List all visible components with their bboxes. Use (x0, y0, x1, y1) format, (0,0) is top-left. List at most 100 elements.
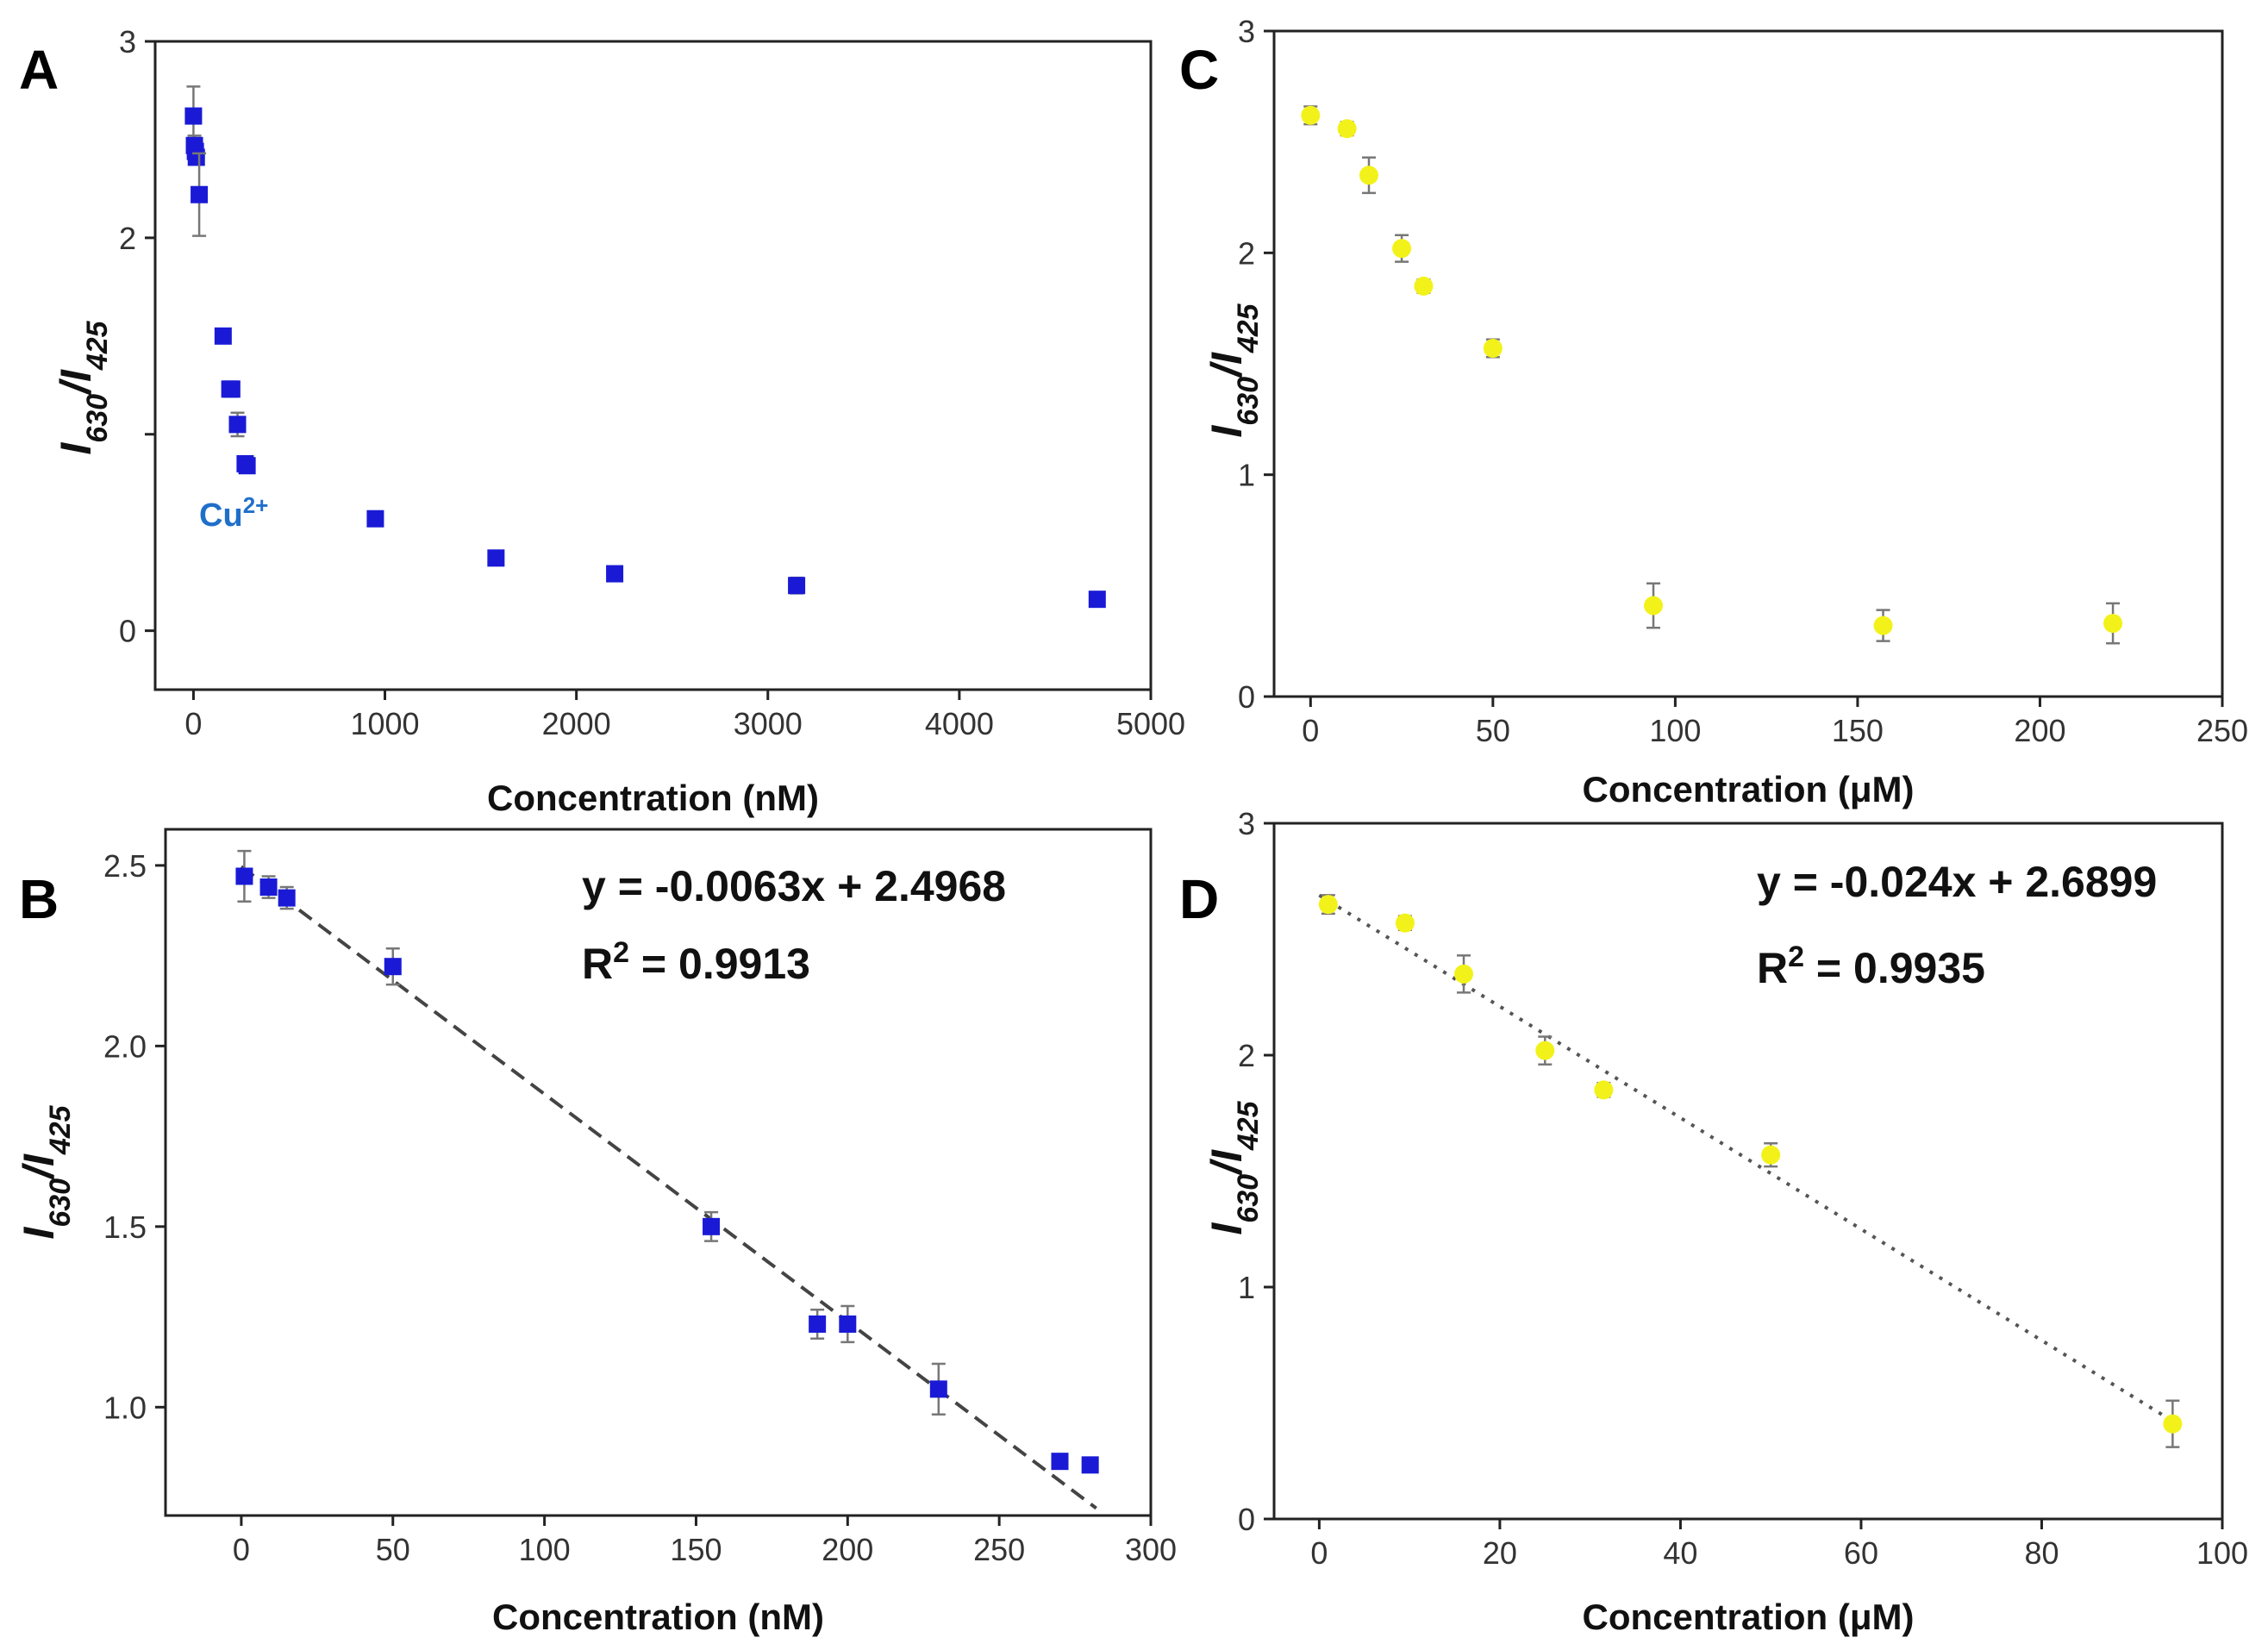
panel-letter-c: C (1179, 39, 1219, 101)
panel-d-fit-equation: y = -0.024x + 2.6899 (1757, 858, 2157, 906)
panel-a-data-point (228, 416, 247, 434)
panel-d-data-point (1318, 895, 1338, 915)
panel-a-data-point (214, 327, 232, 345)
panel-d-x-tick-label: 40 (1663, 1535, 1697, 1571)
panel-b-data-point (809, 1315, 827, 1333)
panel-letter-a: A (19, 39, 59, 101)
panel-d: D 0 20 40 60 80 100 0 1 2 3 Concentration (μM) I630… (1179, 806, 2248, 1637)
panel-d-x-tick-label: 100 (2196, 1535, 2248, 1571)
panel-a-y-title-sub2: 425 (81, 320, 114, 371)
panel-c-data-point (1392, 239, 1412, 259)
panel-b-fit-equation: y = -0.0063x + 2.4968 (582, 862, 1006, 910)
panel-b-y-tick-label: 2.0 (103, 1028, 147, 1064)
panel-d-data-point (1395, 913, 1415, 933)
panel-d-x-tick-label: 0 (1310, 1535, 1328, 1571)
panel-b-y-tick-label: 1.0 (103, 1390, 147, 1425)
panel-b-x-axis-title: Concentration (nM) (492, 1597, 824, 1637)
panel-d-data-point (1761, 1145, 1781, 1165)
panel-c-y-axis-title: I630/I425 (1203, 303, 1265, 437)
panel-a-x-tick-label: 2000 (542, 706, 611, 741)
panel-a-y-title-slash: /I (52, 369, 100, 396)
panel-c-x-tick-label: 100 (1649, 713, 1701, 748)
panel-a-data-point (606, 565, 624, 583)
panel-c-y-title-sub2: 425 (1232, 303, 1265, 353)
panel-d-x-tick-label: 60 (1844, 1535, 1878, 1571)
panel-c-x-tick-label: 50 (1476, 713, 1510, 748)
panel-b-r-squared: R2 = 0.9913 (582, 936, 810, 988)
panel-d-x-tick-label: 80 (2024, 1535, 2059, 1571)
panel-a-y-tick-label: 0 (119, 614, 136, 649)
panel-c-data-point (1414, 276, 1434, 296)
panel-d-y-title-slash: /I (1203, 1149, 1251, 1176)
panel-b-y-title-slash: /I (15, 1153, 63, 1180)
panel-d-data-point (1535, 1041, 1555, 1060)
panel-c: C 0 50 100 150 200 250 0 1 2 3 Concentration (μM) I… (1179, 14, 2248, 809)
panel-b-data-point (1051, 1453, 1069, 1471)
panel-a-annotation-cu: Cu2+ (199, 492, 268, 534)
panel-c-x-tick-label: 150 (1832, 713, 1884, 748)
panel-b-data-point (278, 889, 296, 907)
panel-c-x-tick-label: 0 (1302, 713, 1319, 748)
panel-b-data-point (929, 1380, 947, 1398)
panel-b-y-title-sub1: 630 (44, 1178, 77, 1228)
panel-a-x-tick-label: 4000 (925, 706, 994, 741)
panel-a-x-axis-title: Concentration (nM) (487, 778, 819, 818)
panel-c-y-title-sub1: 630 (1232, 377, 1265, 426)
panel-b-x-tick-label: 300 (1125, 1532, 1177, 1567)
panel-a-y-tick-label: 2 (119, 221, 136, 256)
panel-a-y-title-sub1: 630 (81, 394, 114, 443)
panel-d-y-title-sub1: 630 (1232, 1174, 1265, 1223)
panel-b-y-tick-label: 1.5 (103, 1209, 147, 1245)
panel-b-data-point (384, 958, 402, 976)
panel-c-y-tick-label: 2 (1238, 235, 1255, 271)
panel-b-x-tick-label: 100 (519, 1532, 571, 1567)
panel-d-r2-value: = 0.9935 (1804, 944, 1985, 992)
panel-a-x-tick-label: 0 (184, 706, 202, 741)
panel-a-data-point (184, 107, 203, 125)
panel-b-data-point (703, 1217, 721, 1235)
panel-a-data-point (366, 509, 384, 528)
panel-b-x-tick-label: 200 (822, 1532, 873, 1567)
panel-d-y-title-main: I (1203, 1222, 1251, 1235)
panel-b: B 0 50 100 150 200 250 300 1.0 1.5 2.0 2.5 Concentr… (15, 828, 1177, 1637)
panel-c-data-point (1873, 616, 1893, 635)
panel-b-x-tick-label: 50 (376, 1532, 410, 1567)
panel-b-y-title-main: I (15, 1227, 63, 1240)
panel-c-plot-frame (1272, 29, 2224, 698)
panel-d-data-point (2163, 1414, 2183, 1434)
panel-a-y-axis-title: I630/I425 (52, 320, 114, 454)
panel-d-x-axis-title: Concentration (μM) (1583, 1597, 1915, 1637)
panel-b-x-tick-label: 150 (670, 1532, 722, 1567)
panel-d-x-tick-label: 20 (1483, 1535, 1517, 1571)
panel-a-annotation-text: Cu (199, 497, 243, 534)
panel-c-data-point (2103, 614, 2123, 634)
panel-b-r2-sup: 2 (613, 936, 629, 969)
panel-c-data-point (1359, 166, 1378, 185)
panel-a-annotation-sup: 2+ (243, 492, 269, 518)
panel-c-y-title-slash: /I (1203, 352, 1251, 378)
panel-c-x-tick-label: 250 (2196, 713, 2248, 748)
panel-a-data-point (187, 148, 205, 166)
panel-a-x-tick-label: 1000 (350, 706, 419, 741)
panel-a-data-point (238, 457, 256, 475)
panel-a: A 0 1000 2000 3000 4000 5000 0 2 3 Concentration … (19, 24, 1185, 818)
panel-b-y-title-sub2: 425 (44, 1104, 77, 1155)
panel-a-y-tick-label: 3 (119, 24, 136, 59)
panel-b-x-tick-label: 250 (973, 1532, 1025, 1567)
panel-c-x-axis-title: Concentration (μM) (1583, 769, 1915, 809)
panel-c-y-tick-label: 1 (1238, 458, 1255, 493)
panel-d-y-tick-label: 3 (1238, 806, 1255, 841)
panel-a-data-point (1088, 591, 1106, 609)
panel-b-data-point (839, 1315, 857, 1333)
panel-c-y-tick-label: 3 (1238, 14, 1255, 49)
panel-b-y-tick-label: 2.5 (103, 848, 147, 884)
panel-c-data-point (1337, 119, 1357, 139)
panel-b-plot-frame (164, 828, 1153, 1517)
panel-a-plot-frame (153, 40, 1153, 691)
panel-d-y-axis-title: I630/I425 (1203, 1100, 1265, 1234)
panel-a-data-point (222, 380, 241, 398)
panel-b-y-axis-title: I630/I425 (15, 1104, 77, 1239)
panel-c-data-point (1483, 338, 1503, 358)
panel-letter-d: D (1179, 868, 1219, 930)
